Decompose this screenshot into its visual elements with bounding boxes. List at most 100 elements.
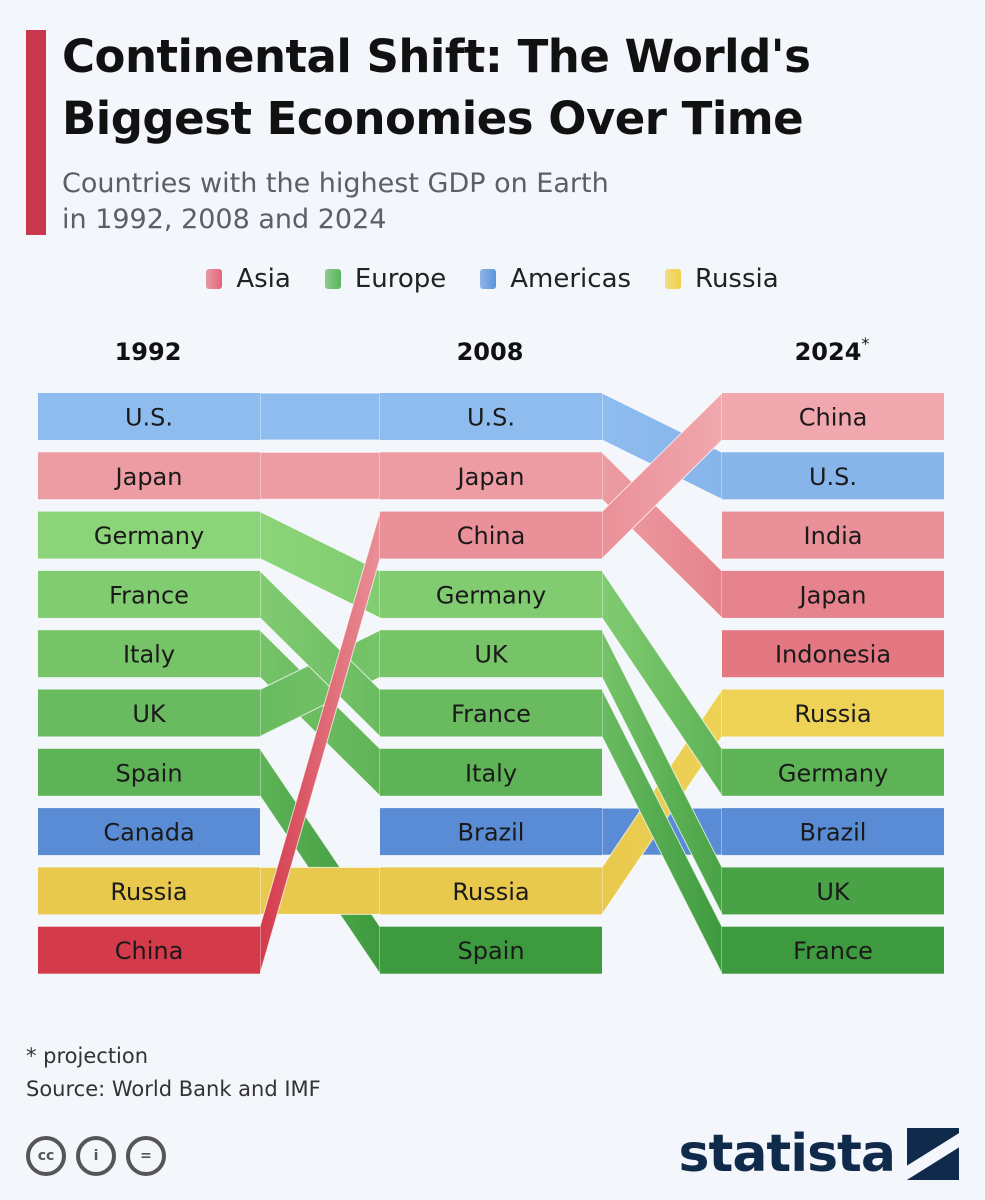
- label-us-1992: U.S.: [125, 404, 173, 432]
- bar-china-1992: [38, 926, 260, 974]
- legend: Asia Europe Americas Russia: [0, 264, 985, 294]
- label-germany-2024: Germany: [778, 759, 888, 787]
- label-russia-1992: Russia: [110, 878, 187, 906]
- label-germany-1992: Germany: [94, 522, 204, 550]
- bar-spain-1992: [38, 748, 260, 796]
- attribution-icon[interactable]: i: [76, 1136, 116, 1176]
- source-note: Source: World Bank and IMF: [26, 1077, 321, 1101]
- legend-label-asia: Asia: [236, 264, 291, 294]
- license-icons: cc i =: [26, 1136, 166, 1176]
- chart-subtitle: Countries with the highest GDP on Earth …: [62, 166, 862, 238]
- label-russia-2024: Russia: [794, 700, 871, 728]
- bar-canada-1992: [38, 808, 260, 856]
- legend-swatch-europe: [324, 269, 341, 289]
- bar-japan-2024: [722, 570, 944, 618]
- no-derivatives-icon[interactable]: =: [126, 1136, 166, 1176]
- bar-uk-1992: [38, 689, 260, 737]
- label-france-2024: France: [793, 937, 873, 965]
- series-spain: Spain Spain: [38, 747, 602, 976]
- legend-item-europe: Europe: [324, 264, 446, 294]
- chart-title-line-2: Biggest Economies Over Time: [62, 92, 804, 145]
- bar-germany-2008: [380, 570, 602, 618]
- series-italy: Italy Italy: [38, 629, 602, 797]
- bar-spain-2008: [380, 926, 602, 974]
- bar-italy-2008: [380, 748, 602, 796]
- bar-japan-1992: [38, 452, 260, 500]
- year-label-2008: 2008: [456, 338, 524, 366]
- ribbon-japan-1992-2008: [259, 451, 381, 500]
- bar-france-1992: [38, 570, 260, 618]
- label-brazil-2024: Brazil: [800, 819, 867, 847]
- label-indonesia-2024: Indonesia: [775, 641, 891, 669]
- year-label-1992: 1992: [114, 338, 182, 366]
- label-canada-1992: Canada: [103, 819, 194, 847]
- label-uk-2008: UK: [474, 641, 509, 669]
- bar-china-2024: [722, 393, 944, 440]
- legend-label-americas: Americas: [510, 264, 632, 294]
- label-india-2024: India: [804, 522, 863, 550]
- bar-china-2008: [380, 511, 602, 559]
- series-china: China China China: [38, 391, 944, 974]
- brand-name: statista: [678, 1124, 896, 1184]
- label-france-2008: France: [451, 700, 531, 728]
- projection-note: * projection: [26, 1044, 149, 1068]
- chart-subtitle-line-1: Countries with the highest GDP on Earth: [62, 168, 609, 199]
- label-china-2024: China: [799, 404, 868, 432]
- label-us-2024: U.S.: [809, 463, 857, 491]
- bar-us-2008: [380, 393, 602, 440]
- bar-indonesia-2024: [722, 630, 944, 678]
- legend-swatch-asia: [206, 269, 223, 289]
- label-china-1992: China: [115, 937, 184, 965]
- legend-item-asia: Asia: [206, 264, 291, 294]
- bar-germany-1992: [38, 511, 260, 559]
- label-japan-2024: Japan: [798, 581, 867, 609]
- label-spain-1992: Spain: [115, 759, 182, 787]
- statista-logo[interactable]: statista: [679, 1124, 959, 1184]
- series-france: France France France: [38, 569, 944, 974]
- label-japan-2008: Japan: [456, 463, 525, 491]
- bar-france-2024: [722, 926, 944, 974]
- bar-france-2008: [380, 689, 602, 737]
- label-china-2008: China: [457, 522, 526, 550]
- series-india: India: [722, 511, 944, 559]
- bar-japan-2008: [380, 452, 602, 500]
- bar-italy-1992: [38, 630, 260, 678]
- label-france-1992: France: [109, 581, 189, 609]
- ribbon-us-1992-2008: [259, 392, 381, 441]
- series-germany: Germany Germany Germany: [38, 510, 944, 798]
- bar-brazil-2024: [722, 808, 944, 856]
- series-canada: Canada: [38, 808, 260, 856]
- bar-india-2024: [722, 511, 944, 559]
- label-uk-1992: UK: [132, 700, 167, 728]
- series-us: U.S. U.S. U.S.: [38, 392, 944, 501]
- legend-swatch-russia: [665, 269, 682, 289]
- bar-uk-2008: [380, 630, 602, 678]
- year-label-2024: 2024: [794, 338, 862, 366]
- label-italy-1992: Italy: [123, 641, 175, 669]
- label-russia-2008: Russia: [452, 878, 529, 906]
- bar-us-1992: [38, 393, 260, 440]
- label-us-2008: U.S.: [467, 404, 515, 432]
- bar-uk-2024: [722, 867, 944, 915]
- chart-title: Continental Shift: The World's Biggest E…: [62, 26, 962, 150]
- year-header-2024: 2024*: [722, 334, 942, 366]
- year-header-1992: 1992: [38, 338, 258, 366]
- bar-us-2024: [722, 452, 944, 500]
- cc-icon[interactable]: cc: [26, 1136, 66, 1176]
- title-accent-bar: [26, 30, 46, 235]
- year-marker-2024: *: [861, 334, 870, 353]
- series-indonesia: Indonesia: [722, 630, 944, 678]
- chart-title-line-1: Continental Shift: The World's: [62, 30, 811, 83]
- bar-russia-2008: [380, 867, 602, 915]
- label-japan-1992: Japan: [114, 463, 183, 491]
- label-spain-2008: Spain: [457, 937, 524, 965]
- ribbon-spain-1992-2008: [259, 747, 381, 976]
- legend-item-americas: Americas: [480, 264, 631, 294]
- bar-russia-1992: [38, 867, 260, 915]
- bar-russia-2024: [722, 689, 944, 737]
- bar-germany-2024: [722, 748, 944, 796]
- label-brazil-2008: Brazil: [458, 819, 525, 847]
- legend-label-russia: Russia: [695, 264, 779, 294]
- label-germany-2008: Germany: [436, 581, 546, 609]
- chart-subtitle-line-2: in 1992, 2008 and 2024: [62, 204, 387, 235]
